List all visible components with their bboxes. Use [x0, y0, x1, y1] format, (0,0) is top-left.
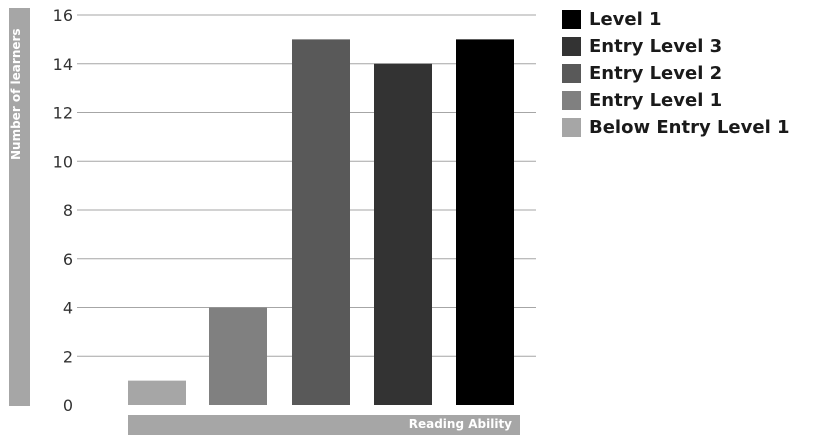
- y-axis-label-band: [9, 8, 30, 406]
- y-tick-label: 8: [63, 201, 73, 220]
- legend-label: Entry Level 1: [589, 89, 723, 111]
- y-tick-label: 14: [53, 55, 73, 74]
- y-tick-label: 4: [63, 299, 73, 318]
- legend-item: Entry Level 3: [562, 33, 812, 59]
- legend-swatch: [562, 36, 581, 56]
- bar-below-entry-level-1: [128, 380, 186, 405]
- y-tick-label: 12: [53, 104, 73, 123]
- legend-label: Entry Level 3: [589, 35, 723, 57]
- legend-item: Entry Level 1: [562, 87, 812, 113]
- legend: Level 1 Entry Level 3 Entry Level 2 Entry L…: [562, 6, 812, 141]
- bar-level-1: [456, 39, 514, 405]
- bars: [128, 39, 514, 405]
- legend-label: Below Entry Level 1: [589, 116, 790, 138]
- x-axis-label-band: Reading Ability: [128, 415, 520, 435]
- y-tick-label: 0: [63, 396, 73, 415]
- legend-item: Level 1: [562, 6, 812, 32]
- legend-swatch: [562, 117, 581, 137]
- y-tick-label: 2: [63, 347, 73, 366]
- x-axis-label: Reading Ability: [408, 417, 512, 431]
- bar-entry-level-3: [374, 63, 432, 405]
- y-axis-ticks: 0 2 4 6 8 10 12 14 16: [53, 6, 73, 415]
- y-axis-label: Number of learners: [9, 28, 23, 160]
- bar-entry-level-1: [209, 307, 267, 405]
- legend-label: Level 1: [589, 8, 662, 30]
- legend-swatch: [562, 90, 581, 110]
- y-tick-label: 16: [53, 6, 73, 25]
- y-tick-label: 6: [63, 250, 73, 269]
- legend-swatch: [562, 9, 581, 29]
- legend-label: Entry Level 2: [589, 62, 723, 84]
- legend-swatch: [562, 63, 581, 83]
- y-tick-label: 10: [53, 152, 73, 171]
- legend-item: Entry Level 2: [562, 60, 812, 86]
- bar-entry-level-2: [292, 39, 350, 405]
- legend-item: Below Entry Level 1: [562, 114, 812, 140]
